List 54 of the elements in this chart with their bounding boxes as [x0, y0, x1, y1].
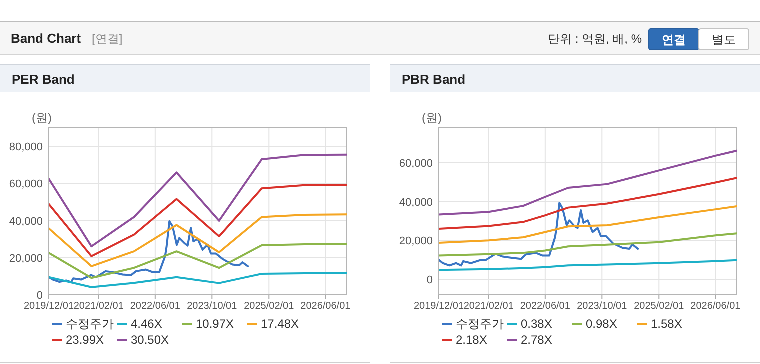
- y-axis-title: (원): [422, 111, 442, 125]
- x-tick-label: 2021/02/01: [464, 301, 514, 312]
- y-tick-label: 60,000: [399, 158, 433, 170]
- line-series: [49, 244, 347, 280]
- y-tick-label: 20,000: [399, 236, 433, 248]
- x-tick-label: 2025/02/01: [244, 301, 295, 312]
- line-series: [49, 154, 347, 248]
- y-axis-title: (원): [32, 111, 52, 125]
- legend-label: 1.58X: [651, 317, 682, 331]
- x-tick-label: 2019/12/01: [24, 301, 74, 312]
- x-tick-label: 2023/10/01: [187, 301, 238, 312]
- line-series: [439, 259, 737, 272]
- line-series: [439, 202, 640, 267]
- line-series: [49, 214, 347, 268]
- line-series: [439, 232, 737, 257]
- legend-label: 0.98X: [586, 317, 618, 331]
- line-series: [49, 272, 347, 288]
- x-tick-label: 2019/12/01: [414, 301, 464, 312]
- y-tick-label: 20,000: [9, 252, 43, 265]
- legend-label: 23.99X: [66, 333, 104, 347]
- x-tick-label: 2026/06/01: [690, 301, 742, 312]
- legend-label: 0.38X: [521, 317, 552, 331]
- line-series: [439, 205, 737, 244]
- text: [연결]: [92, 32, 123, 46]
- legend-label: 2.78X: [521, 333, 552, 347]
- y-tick-label: 0: [426, 274, 433, 286]
- x-tick-label: 2023/10/01: [577, 301, 628, 312]
- legend-label: 17.48X: [261, 317, 300, 331]
- y-tick-label: 80,000: [9, 142, 43, 154]
- chart-title: PBR Band: [402, 72, 466, 87]
- y-tick-label: 40,000: [9, 216, 43, 228]
- x-tick-label: 2021/02/01: [74, 301, 124, 312]
- text: 별도: [712, 33, 736, 47]
- text: 단위 : 억원, 배, %: [548, 32, 642, 46]
- legend-label: 30.50X: [131, 333, 170, 347]
- legend-label: 2.18X: [456, 333, 488, 347]
- x-tick-label: 2022/06/01: [520, 301, 571, 312]
- line-series: [439, 150, 737, 216]
- legend-label: 수정주가: [66, 317, 114, 331]
- legend-label: 수정주가: [456, 317, 504, 331]
- text: 연결: [662, 33, 686, 47]
- line-series: [49, 184, 347, 258]
- x-tick-label: 2022/06/01: [130, 301, 181, 312]
- text: Band Chart: [11, 31, 82, 46]
- y-tick-label: 60,000: [9, 178, 43, 191]
- line-series: [49, 220, 250, 284]
- line-series: [439, 177, 737, 230]
- x-tick-label: 2026/06/01: [300, 301, 352, 312]
- legend-label: 10.97X: [196, 317, 234, 331]
- x-tick-label: 2025/02/01: [634, 301, 685, 312]
- chart-title: PER Band: [12, 72, 75, 87]
- y-tick-label: 40,000: [399, 196, 433, 209]
- legend-label: 4.46X: [131, 317, 162, 331]
- y-tick-label: 0: [36, 290, 43, 302]
